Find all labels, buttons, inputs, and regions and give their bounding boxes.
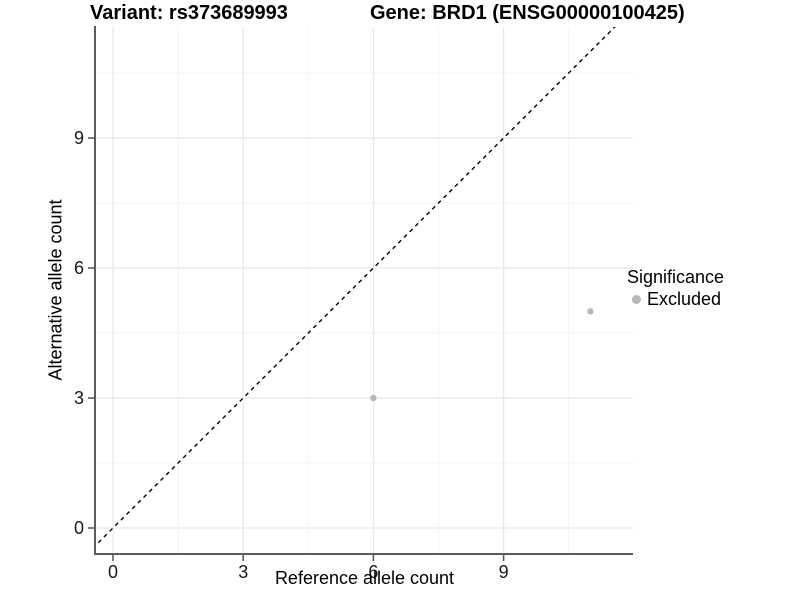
y-tick-label: 3 [74, 388, 84, 408]
x-axis-title: Reference allele count [274, 568, 455, 588]
y-tick-label: 0 [74, 518, 84, 538]
legend-item-excluded: Excluded [627, 288, 724, 310]
legend: Significance Excluded [627, 266, 724, 310]
data-point [370, 394, 377, 402]
excluded-point-icon [631, 294, 641, 304]
y-tick-label: 9 [74, 128, 84, 148]
identity-line [96, 27, 616, 546]
x-tick-label: 9 [499, 562, 509, 582]
legend-key [627, 290, 645, 308]
data-point [587, 308, 594, 315]
y-tick-label: 6 [74, 258, 84, 278]
plot-title-variant: Variant: rs373689993 [90, 2, 288, 24]
y-axis-title: Alternative allele count [45, 199, 66, 381]
x-tick-label: 6 [368, 562, 378, 582]
x-tick-label: 3 [238, 562, 248, 582]
panel [96, 27, 633, 554]
legend-title: Significance [627, 267, 725, 287]
plot-title-gene: Gene: BRD1 (ENSG00000100425) [370, 2, 685, 24]
x-tick-label: 0 [108, 562, 118, 582]
legend-item-label: Excluded [647, 289, 722, 309]
